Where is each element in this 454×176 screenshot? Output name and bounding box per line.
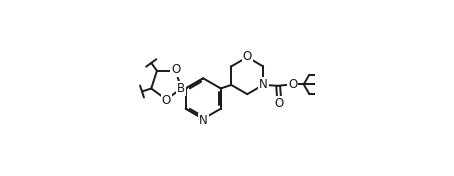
Text: N: N [259,78,267,91]
Text: O: O [242,50,252,63]
Text: O: O [275,97,284,110]
Text: O: O [288,78,297,91]
Text: B: B [177,82,185,95]
Text: O: O [162,94,171,107]
Text: O: O [171,63,180,76]
Text: N: N [199,114,207,127]
